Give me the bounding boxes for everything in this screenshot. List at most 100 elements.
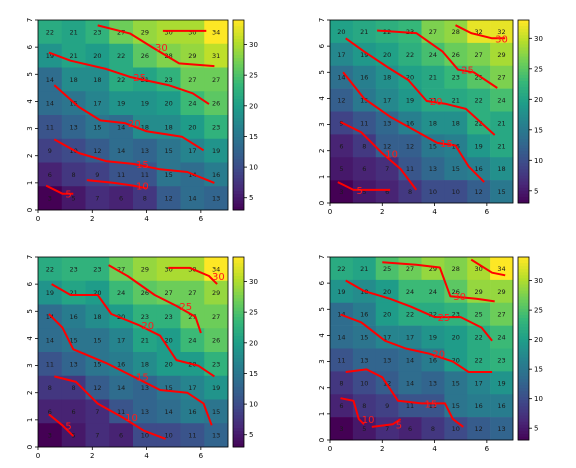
cell-label: 7 (385, 425, 389, 433)
cell-label: 20 (164, 337, 172, 345)
colorbar-segment (233, 73, 244, 78)
cell-label: 32 (475, 28, 483, 36)
contour-label: 20 (141, 321, 154, 332)
colorbar-segment (233, 92, 244, 97)
colorbar-segment (233, 405, 244, 410)
heatmap-cell (421, 348, 445, 372)
colorbar-segment (518, 111, 529, 115)
colorbar-segment (518, 321, 529, 325)
x-tick-label: 2 (380, 208, 384, 216)
cell-label: 14 (117, 147, 125, 155)
cell-label: 6 (119, 432, 123, 440)
colorbar-segment (518, 391, 529, 395)
cell-label: 17 (337, 51, 345, 59)
heatmap-cell (444, 111, 468, 135)
cell-label: 30 (475, 265, 483, 273)
cell-label: 13 (429, 165, 437, 173)
colorbar-segment (518, 41, 529, 45)
colorbar-segment (233, 352, 244, 356)
colorbar-segment (518, 81, 529, 85)
heatmap-cell (421, 257, 445, 281)
colorbar-segment (518, 305, 529, 310)
cell-label: 15 (429, 142, 437, 150)
colorbar-segment (233, 412, 244, 416)
colorbar-segment (518, 65, 529, 70)
cell-label: 16 (360, 74, 368, 82)
heatmap-cell (61, 186, 86, 211)
colorbar-tick-label: 15 (249, 370, 258, 378)
colorbar-segment (233, 184, 244, 189)
colorbar-segment (518, 369, 529, 374)
heatmap-cell (490, 302, 514, 326)
heatmap-cell (490, 111, 514, 135)
heatmap-cell (156, 304, 181, 329)
y-tick-label: 2 (26, 153, 34, 157)
heatmap-cell (398, 134, 422, 158)
cell-label: 20 (337, 28, 345, 36)
colorbar-segment (233, 402, 244, 407)
colorbar-segment (518, 372, 529, 377)
heatmap-cell (180, 423, 205, 448)
colorbar-segment (518, 142, 529, 146)
y-tick-label: 2 (318, 385, 326, 389)
heatmap-cell (156, 138, 181, 163)
cell-label: 27 (164, 289, 172, 297)
colorbar-tick-label: 30 (534, 35, 543, 43)
contour-line (51, 283, 215, 378)
heatmap-cell (444, 157, 468, 181)
colorbar-segment (518, 296, 529, 301)
cell-label: 6 (339, 142, 343, 150)
y-tick-label: 1 (318, 175, 326, 179)
colorbar-segment (233, 272, 244, 277)
cell-label: 17 (475, 379, 483, 387)
colorbar-tick-label: 20 (249, 102, 258, 110)
cell-label: 11 (337, 356, 345, 364)
cell-label: 15 (452, 165, 460, 173)
y-tick-label: 6 (26, 44, 34, 49)
cell-label: 21 (360, 28, 368, 36)
colorbar-segment (233, 285, 244, 290)
colorbar-segment (518, 415, 529, 420)
heatmap-cell (85, 67, 110, 92)
cell-label: 24 (497, 334, 505, 342)
colorbar-tick-label: 25 (534, 65, 543, 73)
heatmap-cell (109, 91, 134, 116)
cell-label: 21 (497, 119, 505, 127)
heatmap-cell (330, 348, 354, 372)
cell-label: 8 (48, 384, 52, 392)
cell-label: 17 (406, 334, 414, 342)
heatmap-cell (421, 394, 445, 418)
heatmap-cell (375, 302, 399, 326)
heatmap-cell (109, 43, 134, 68)
cell-label: 15 (164, 171, 172, 179)
contour-line (340, 313, 493, 373)
cell-label: 14 (406, 356, 414, 364)
heatmap-cell (467, 371, 491, 395)
cell-label: 27 (188, 313, 196, 321)
y-tick-label: 4 (26, 99, 34, 104)
colorbar-segment (518, 53, 529, 57)
cell-label: 29 (141, 28, 149, 36)
colorbar-segment (233, 260, 244, 264)
contour-line (45, 184, 74, 195)
cell-label: 3 (339, 188, 343, 196)
cell-label: 11 (46, 123, 54, 131)
heatmap-cell (421, 417, 445, 441)
cell-label: 26 (212, 100, 220, 108)
cell-label: 25 (475, 311, 483, 319)
heatmap-cell (156, 186, 181, 211)
x-tick-label: 0 (328, 208, 332, 216)
cell-label: 27 (429, 28, 437, 36)
colorbar-segment (233, 140, 244, 144)
contour-label: 30 (212, 272, 225, 283)
colorbar-segment (518, 375, 529, 380)
cell-label: 10 (452, 425, 460, 433)
heatmap-cell (180, 20, 205, 45)
heatmap-cell (180, 115, 205, 140)
contour-line (86, 179, 147, 190)
colorbar-segment (518, 123, 529, 128)
cell-label: 20 (406, 74, 414, 82)
colorbar-segment (233, 396, 244, 400)
heatmap-cell (490, 371, 514, 395)
